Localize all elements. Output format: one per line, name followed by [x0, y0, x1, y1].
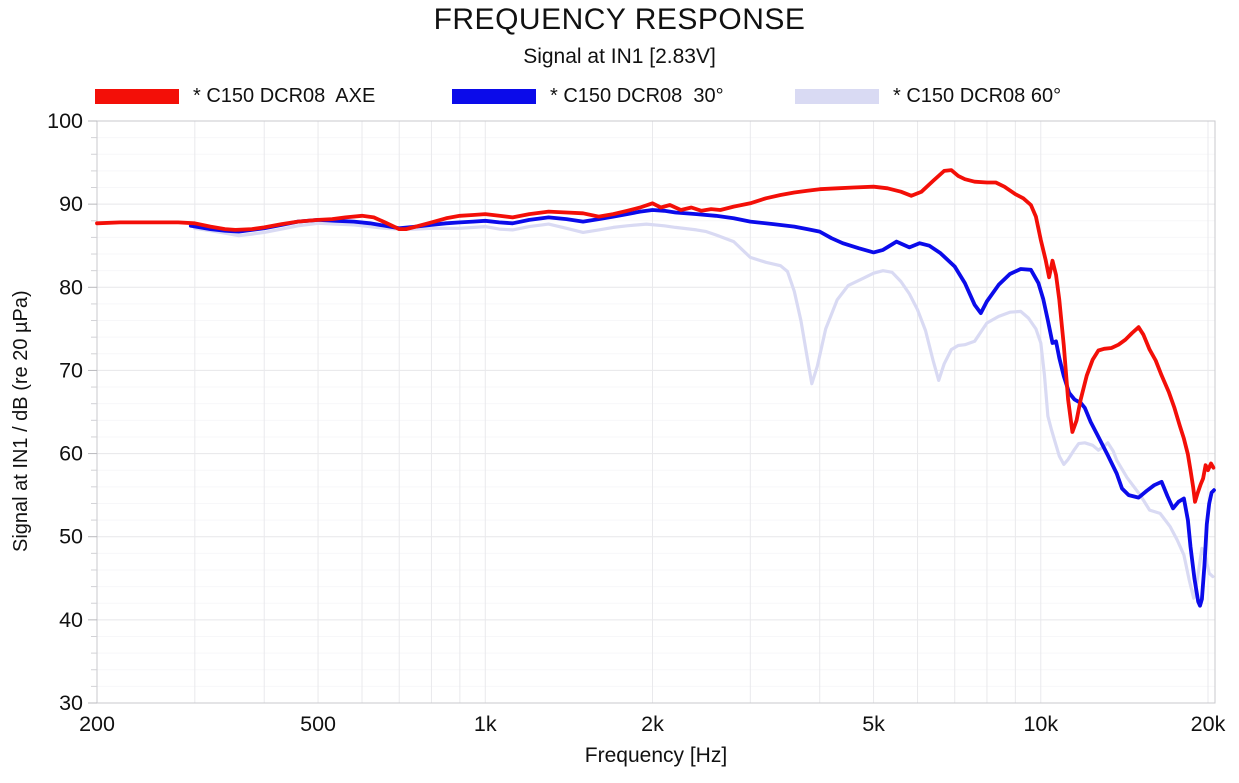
- y-tick-label: 50: [59, 525, 83, 549]
- x-tick-label: 200: [79, 712, 115, 736]
- y-tick-label: 70: [59, 358, 83, 382]
- y-axis-title: Signal at IN1 / dB (re 20 µPa): [10, 290, 32, 552]
- y-tick-label: 30: [59, 691, 83, 715]
- series-line-30deg: [188, 208, 1216, 608]
- legend-label-30deg: * C150 DCR08 30°: [550, 84, 724, 107]
- x-tick-label: 5k: [862, 712, 885, 736]
- legend-swatch-axe: [95, 88, 179, 104]
- legend-swatch-60deg: [795, 88, 879, 104]
- chart-subtitle: Signal at IN1 [2.83V]: [523, 45, 716, 68]
- y-tick-label: 40: [59, 608, 83, 632]
- x-tick-label: 10k: [1023, 712, 1058, 736]
- x-tick-label: 2k: [641, 712, 664, 736]
- y-tick-label: 100: [47, 109, 83, 133]
- legend-label-axe: * C150 DCR08 AXE: [193, 84, 376, 107]
- legend-swatch-30deg: [452, 88, 536, 104]
- legend-label-60deg: * C150 DCR08 60°: [893, 84, 1062, 107]
- legend-item-axe: * C150 DCR08 AXE: [95, 84, 375, 108]
- x-tick-label: 20k: [1191, 712, 1226, 736]
- x-tick-label: 1k: [474, 712, 497, 736]
- y-tick-label: 60: [59, 442, 83, 466]
- series-line-axe: [95, 168, 1216, 504]
- series-line-60deg: [193, 221, 1215, 600]
- y-tick-label: 90: [59, 192, 83, 216]
- y-tick-label: 80: [59, 275, 83, 299]
- x-tick-label: 500: [300, 712, 336, 736]
- legend-item-30deg: * C150 DCR08 30°: [452, 84, 724, 108]
- legend-item-60deg: * C150 DCR08 60°: [795, 84, 1061, 108]
- chart-title: FREQUENCY RESPONSE: [433, 3, 806, 36]
- x-axis-title: Frequency [Hz]: [584, 744, 728, 767]
- plot-border: [96, 120, 1216, 704]
